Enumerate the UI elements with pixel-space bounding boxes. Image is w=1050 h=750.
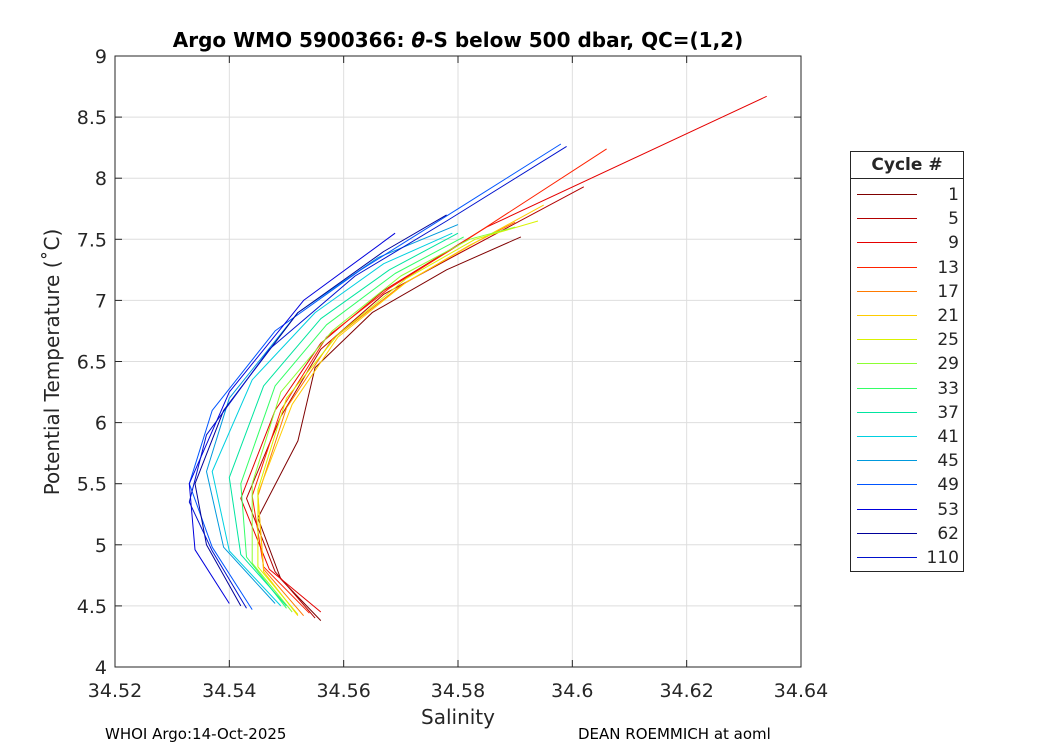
series-line-cycle-37 bbox=[228, 232, 459, 607]
legend-item-cycle-9: 9 bbox=[851, 231, 963, 255]
legend-item-cycle-13: 13 bbox=[851, 256, 963, 280]
legend-item-cycle-49: 49 bbox=[851, 473, 963, 497]
series-line-cycle-1 bbox=[257, 236, 522, 621]
series-line-cycle-21 bbox=[257, 204, 544, 617]
y-tick-label: 6.5 bbox=[77, 352, 107, 374]
title-theta-symbol: θ bbox=[411, 28, 425, 52]
y-tick-label: 5.5 bbox=[77, 474, 107, 496]
legend-item-cycle-62: 62 bbox=[851, 522, 963, 546]
legend-swatch bbox=[857, 266, 917, 268]
series-line-cycle-13 bbox=[251, 148, 607, 614]
legend-label: 33 bbox=[937, 378, 959, 399]
legend-item-cycle-45: 45 bbox=[851, 449, 963, 473]
title-suffix: -S below 500 dbar, QC=(1,2) bbox=[425, 28, 743, 52]
y-tick-label: 4 bbox=[95, 657, 107, 679]
legend-label: 41 bbox=[937, 427, 959, 447]
legend-swatch bbox=[857, 315, 917, 316]
legend-title: Cycle # bbox=[851, 152, 963, 179]
legend: Cycle # 1 5 9 13 17 21 25 29 33 37 41 45 49 53 62 110 bbox=[850, 151, 964, 572]
footer-right: DEAN ROEMMICH at aoml bbox=[578, 725, 771, 743]
legend-swatch bbox=[857, 532, 917, 534]
legend-swatch bbox=[857, 411, 917, 413]
series-line-cycle-25 bbox=[257, 220, 539, 615]
series-line-cycle-110 bbox=[188, 145, 567, 609]
series-line-cycle-45 bbox=[206, 224, 459, 604]
legend-item-cycle-5: 5 bbox=[851, 207, 963, 231]
y-axis-label: Potential Temperature (˚C) bbox=[40, 229, 64, 496]
series-line-cycle-53 bbox=[188, 232, 396, 604]
legend-swatch bbox=[857, 290, 917, 292]
series-line-cycle-5 bbox=[246, 186, 585, 619]
y-tick-label: 8 bbox=[95, 168, 107, 190]
legend-swatch bbox=[857, 242, 917, 244]
x-tick-label: 34.6 bbox=[551, 680, 593, 702]
x-tick-label: 34.62 bbox=[659, 680, 713, 702]
y-tick-label: 9 bbox=[95, 46, 107, 68]
x-tick-label: 34.52 bbox=[88, 680, 142, 702]
legend-swatch bbox=[857, 436, 917, 437]
legend-swatch bbox=[857, 339, 917, 341]
x-tick-label: 34.64 bbox=[774, 680, 828, 702]
y-tick-label: 4.5 bbox=[77, 596, 107, 618]
legend-item-cycle-37: 37 bbox=[851, 401, 963, 425]
legend-swatch bbox=[857, 508, 917, 510]
legend-item-cycle-53: 53 bbox=[851, 498, 963, 522]
legend-label: 25 bbox=[937, 330, 959, 351]
legend-label: 13 bbox=[937, 257, 959, 278]
y-tick-label: 6 bbox=[95, 413, 107, 435]
x-axis-label: Salinity bbox=[421, 705, 495, 729]
grid bbox=[115, 56, 801, 667]
legend-label: 110 bbox=[926, 548, 959, 568]
legend-item-cycle-110: 110 bbox=[851, 546, 963, 570]
legend-swatch bbox=[857, 194, 917, 195]
legend-swatch bbox=[857, 484, 917, 486]
title-prefix: Argo WMO 5900366: bbox=[173, 28, 412, 52]
legend-item-cycle-33: 33 bbox=[851, 377, 963, 401]
chart-title: Argo WMO 5900366: θ-S below 500 dbar, QC… bbox=[173, 28, 743, 52]
legend-label: 49 bbox=[937, 475, 959, 496]
legend-label: 1 bbox=[948, 185, 959, 205]
y-tick-label: 8.5 bbox=[77, 107, 107, 129]
legend-label: 53 bbox=[937, 499, 959, 520]
legend-swatch bbox=[857, 557, 917, 558]
legend-label: 9 bbox=[948, 233, 959, 254]
legend-label: 29 bbox=[937, 354, 959, 375]
legend-swatch bbox=[857, 218, 917, 220]
series-line-cycle-29 bbox=[251, 226, 516, 613]
legend-label: 62 bbox=[937, 523, 959, 544]
legend-item-cycle-1: 1 bbox=[851, 183, 963, 207]
legend-item-cycle-17: 17 bbox=[851, 280, 963, 304]
series-line-cycle-41 bbox=[211, 232, 453, 607]
x-tick-label: 34.54 bbox=[202, 680, 256, 702]
legend-swatch bbox=[857, 460, 917, 462]
legend-swatch bbox=[857, 387, 917, 389]
y-tick-label: 7 bbox=[95, 290, 107, 312]
footer-left: WHOI Argo:14-Oct-2025 bbox=[105, 725, 287, 743]
axis-ticks: 34.52 34.54 34.56 34.58 34.6 34.62 34.64 4 4.5 5 5… bbox=[77, 46, 828, 702]
legend-label: 5 bbox=[948, 209, 959, 230]
series-line-cycle-33 bbox=[240, 236, 464, 609]
legend-label: 45 bbox=[937, 451, 959, 472]
x-tick-label: 34.58 bbox=[431, 680, 485, 702]
data-lines bbox=[188, 95, 767, 621]
legend-swatch bbox=[857, 363, 917, 365]
y-tick-label: 5 bbox=[95, 535, 107, 557]
series-line-cycle-49 bbox=[188, 143, 562, 610]
legend-item-cycle-21: 21 bbox=[851, 304, 963, 328]
series-line-cycle-62 bbox=[194, 214, 447, 607]
legend-item-cycle-29: 29 bbox=[851, 352, 963, 376]
legend-label: 17 bbox=[937, 281, 959, 302]
legend-label: 21 bbox=[937, 306, 959, 326]
x-tick-label: 34.56 bbox=[316, 680, 370, 702]
legend-item-cycle-25: 25 bbox=[851, 328, 963, 352]
legend-label: 37 bbox=[937, 402, 959, 423]
legend-item-cycle-41: 41 bbox=[851, 425, 963, 449]
y-tick-label: 7.5 bbox=[77, 229, 107, 251]
